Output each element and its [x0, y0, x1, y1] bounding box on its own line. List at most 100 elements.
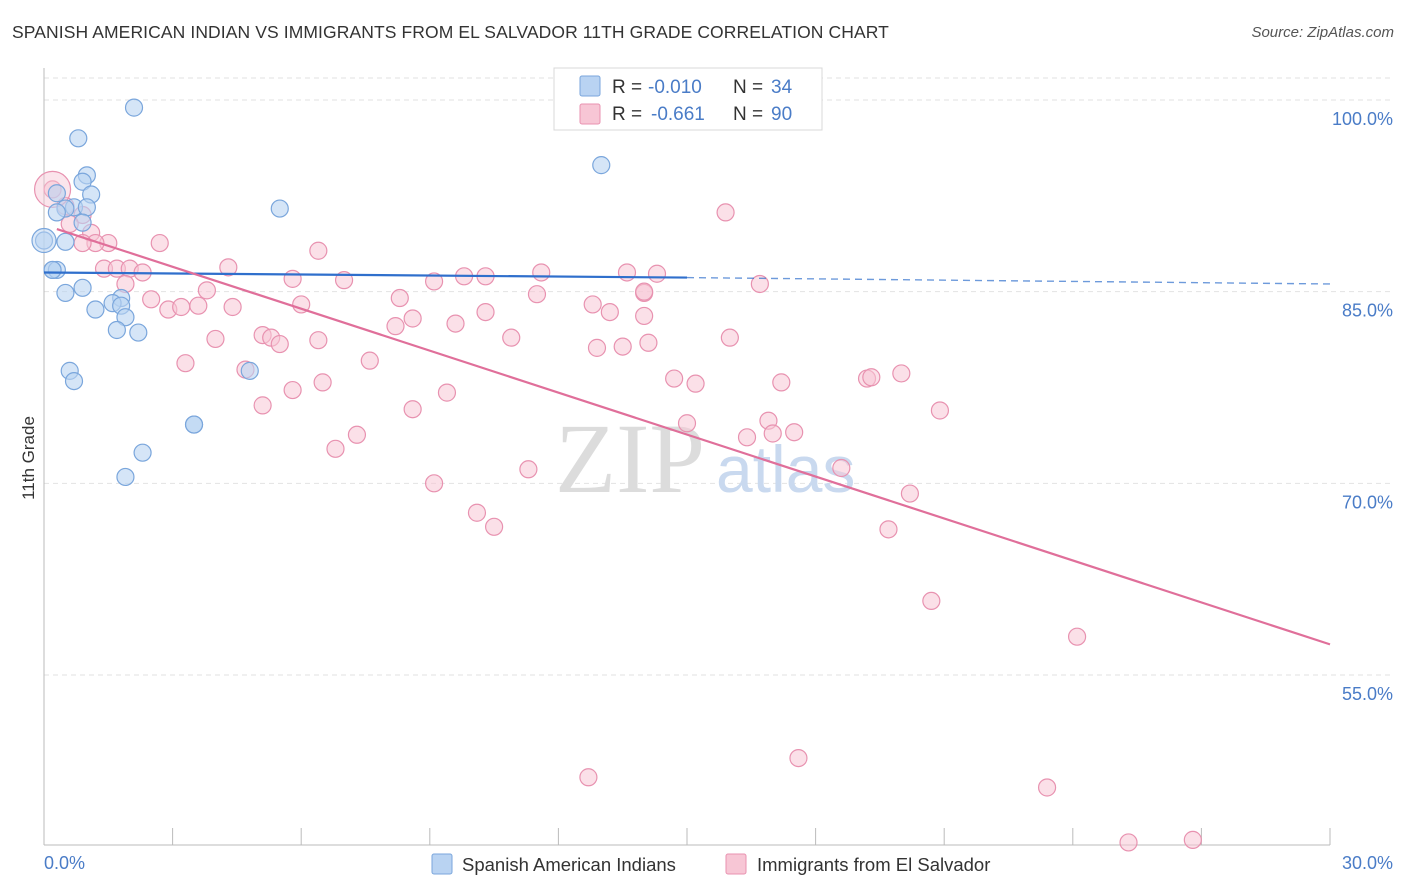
- data-point-blue: [124, 98, 144, 117]
- data-point-pink: [613, 337, 632, 356]
- bottom-legend-label-blue: Spanish American Indians: [462, 854, 676, 875]
- data-point-pink: [390, 288, 409, 308]
- legend-r-value-blue: -0.010: [648, 77, 702, 98]
- legend-r-value-pink: -0.661: [651, 104, 705, 125]
- data-point-blue: [43, 260, 62, 280]
- data-point-pink: [686, 374, 705, 393]
- data-point-pink: [862, 368, 881, 387]
- data-point-pink: [172, 297, 191, 317]
- data-point-blue: [73, 278, 92, 297]
- data-point-blue: [270, 199, 289, 218]
- data-point-pink: [176, 354, 195, 373]
- data-point-pink: [502, 328, 521, 347]
- data-point-pink: [283, 380, 302, 400]
- legend-n-value-blue: 34: [771, 77, 793, 98]
- data-point-pink: [309, 241, 328, 260]
- data-point-pink: [360, 351, 379, 370]
- data-point-blue: [86, 300, 105, 319]
- data-point-pink: [579, 768, 598, 787]
- trend-lines: [43, 227, 1331, 646]
- data-point-pink: [665, 369, 684, 388]
- data-point-pink: [720, 328, 739, 347]
- data-point-pink: [189, 296, 208, 315]
- data-point-pink: [270, 334, 289, 354]
- data-point-pink: [219, 258, 238, 277]
- bottom-legend-label-pink: Immigrants from El Salvador: [757, 854, 990, 875]
- data-point-pink: [347, 425, 367, 444]
- data-point-blue: [592, 156, 611, 175]
- legend-n-label-pink: N =: [733, 104, 763, 125]
- tick-labels: 0.0% 30.0% 55.0% 70.0% 85.0% 100.0%: [44, 109, 1393, 873]
- data-point-pink: [635, 306, 654, 326]
- data-point-pink: [600, 302, 619, 322]
- trend-line-blue: [43, 271, 688, 279]
- data-point-blue: [47, 184, 66, 203]
- data-point-blue: [56, 232, 75, 251]
- data-point-blue-large: [31, 227, 57, 254]
- data-point-pink: [737, 428, 757, 447]
- series-spanish-american-indians: [31, 98, 611, 487]
- y-tick-label: 85.0%: [1342, 301, 1393, 321]
- y-tick-label: 100.0%: [1332, 109, 1393, 129]
- data-point-blue: [73, 172, 92, 191]
- data-point-pink: [283, 269, 302, 288]
- data-point-pink: [386, 317, 405, 336]
- bottom-legend-swatch-pink: [725, 853, 747, 875]
- data-point-pink: [750, 274, 769, 294]
- legend-r-label-blue: R =: [612, 77, 642, 98]
- data-point-pink: [772, 373, 791, 392]
- data-point-pink: [253, 396, 272, 415]
- trend-line-pink: [56, 227, 1331, 646]
- data-point-blue: [47, 203, 66, 222]
- data-point-blue: [129, 323, 148, 342]
- data-point-pink: [142, 290, 161, 309]
- data-point-pink: [424, 272, 444, 291]
- data-point-pink: [635, 282, 654, 301]
- data-point-pink: [313, 373, 332, 392]
- data-point-pink: [922, 591, 941, 611]
- data-point-pink: [446, 314, 465, 333]
- data-point-blue: [56, 283, 75, 303]
- data-point-pink: [583, 295, 602, 314]
- series-immigrants-el-salvador: [33, 170, 1202, 852]
- y-axis-label: 11th Grade: [19, 416, 38, 500]
- data-point-pink: [785, 423, 804, 442]
- y-tick-label: 55.0%: [1342, 684, 1393, 704]
- data-point-blue: [116, 467, 135, 487]
- data-point-pink: [716, 203, 735, 222]
- bottom-legend-swatch-blue: [431, 853, 453, 875]
- data-point-blue: [116, 308, 135, 327]
- watermark: ZIP atlas: [555, 403, 855, 514]
- x-tick-label: 0.0%: [44, 853, 85, 873]
- correlation-legend: R = -0.010 N = 34 R = -0.661 N = 90: [553, 67, 823, 131]
- data-point-pink: [892, 364, 911, 383]
- data-point-pink: [527, 285, 547, 304]
- data-point-pink: [677, 414, 697, 433]
- chart-title: SPANISH AMERICAN INDIAN VS IMMIGRANTS FR…: [12, 22, 889, 42]
- data-point-pink: [647, 264, 667, 283]
- data-point-pink: [930, 401, 950, 420]
- data-point-pink: [832, 458, 851, 478]
- data-point-blue: [64, 372, 84, 391]
- data-point-pink: [1037, 778, 1057, 797]
- data-point-blue: [73, 213, 92, 232]
- data-point-pink: [789, 748, 808, 768]
- data-point-pink: [223, 297, 242, 317]
- data-point-blue: [184, 415, 204, 434]
- data-point-blue: [77, 198, 96, 217]
- data-point-blue: [107, 320, 126, 340]
- data-point-pink: [403, 400, 422, 419]
- data-point-pink: [150, 233, 169, 253]
- data-point-pink: [900, 484, 920, 503]
- data-point-blue: [133, 443, 152, 462]
- data-point-pink: [309, 331, 328, 350]
- data-point-pink: [206, 329, 225, 349]
- legend-n-value-pink: 90: [771, 104, 792, 125]
- data-point-pink: [1119, 833, 1138, 852]
- source-label: Source: ZipAtlas.com: [1251, 24, 1394, 41]
- data-point-pink: [617, 263, 637, 282]
- data-point-pink: [197, 281, 216, 300]
- data-point-pink: [403, 309, 422, 328]
- data-point-pink: [587, 338, 607, 357]
- legend-swatch-pink: [579, 103, 601, 125]
